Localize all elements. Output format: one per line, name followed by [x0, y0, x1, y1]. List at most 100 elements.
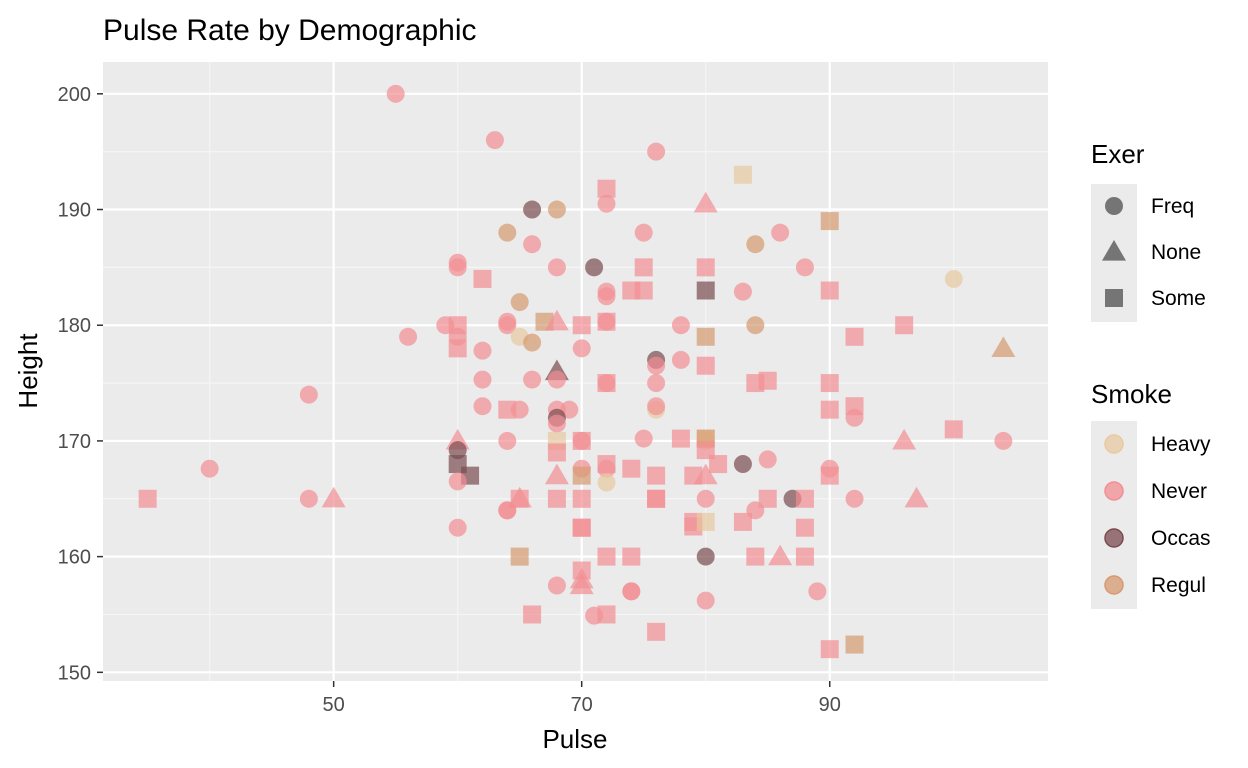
- data-point: [647, 374, 666, 393]
- legend-smoke-label: Occas: [1151, 527, 1211, 550]
- legend-smoke-label: Regul: [1151, 574, 1206, 597]
- data-point: [597, 547, 616, 566]
- data-point: [547, 489, 566, 508]
- data-point: [647, 142, 666, 161]
- legend-exer-label: None: [1151, 241, 1201, 264]
- legend-swatch-icon: [1104, 434, 1124, 454]
- legend-triangle-icon: [1102, 240, 1126, 261]
- data-point: [473, 370, 492, 389]
- legend-smoke-label: Heavy: [1151, 433, 1211, 456]
- data-point: [547, 258, 566, 277]
- data-point: [597, 194, 616, 213]
- data-point: [647, 622, 666, 641]
- data-point: [473, 397, 492, 416]
- data-point: [523, 333, 542, 352]
- data-point: [386, 84, 405, 103]
- data-point: [585, 258, 604, 277]
- legend-square-icon: [1105, 289, 1123, 307]
- data-point: [820, 400, 839, 419]
- data-point: [547, 576, 566, 595]
- data-point: [498, 223, 517, 242]
- data-points: [138, 84, 1016, 659]
- data-point: [572, 489, 591, 508]
- data-point: [991, 336, 1016, 357]
- data-point: [671, 350, 690, 369]
- data-point: [473, 341, 492, 360]
- data-point: [547, 370, 566, 389]
- y-tick-label: 170: [58, 431, 91, 453]
- data-point: [498, 400, 517, 419]
- data-point: [622, 459, 641, 478]
- data-point: [597, 179, 616, 198]
- data-point: [523, 605, 542, 624]
- data-point: [795, 489, 814, 508]
- data-point: [944, 420, 963, 439]
- data-point: [746, 235, 765, 254]
- data-point: [696, 591, 715, 610]
- data-point: [671, 316, 690, 335]
- data-point: [733, 455, 752, 474]
- data-point: [498, 316, 517, 335]
- data-point: [795, 258, 814, 277]
- data-point: [696, 356, 715, 375]
- data-point: [399, 327, 418, 346]
- data-point: [895, 316, 914, 335]
- legend-swatch-icon: [1104, 481, 1124, 501]
- x-axis-title: Pulse: [542, 724, 607, 754]
- data-point: [634, 223, 653, 242]
- data-point: [696, 441, 715, 460]
- data-point: [597, 287, 616, 306]
- data-point: [510, 489, 529, 508]
- data-point: [498, 431, 517, 450]
- data-point: [448, 472, 467, 491]
- legend-exer-title: Exer: [1091, 139, 1145, 169]
- data-point: [200, 459, 219, 478]
- data-point: [299, 385, 318, 404]
- data-point: [820, 640, 839, 659]
- data-point: [944, 269, 963, 288]
- data-point: [795, 547, 814, 566]
- data-point: [693, 191, 718, 213]
- data-point: [845, 408, 864, 427]
- data-point: [634, 258, 653, 277]
- data-point: [572, 316, 591, 335]
- y-tick-label: 160: [58, 547, 91, 569]
- legend-swatch-icon: [1104, 575, 1124, 595]
- data-point: [733, 512, 752, 531]
- data-point: [622, 547, 641, 566]
- data-point: [547, 414, 566, 433]
- data-point: [544, 309, 569, 331]
- data-point: [569, 573, 594, 595]
- data-point: [597, 459, 616, 478]
- y-tick-label: 200: [58, 84, 91, 106]
- y-axis-title: Height: [13, 333, 43, 409]
- data-point: [498, 501, 517, 520]
- data-point: [510, 547, 529, 566]
- y-tick-label: 190: [58, 200, 91, 222]
- legend-exer-label: Some: [1151, 287, 1206, 310]
- data-point: [696, 327, 715, 346]
- legend-exer: Exer Freq None Some: [1091, 139, 1206, 322]
- data-point: [795, 518, 814, 537]
- data-point: [746, 547, 765, 566]
- chart-title: Pulse Rate by Demographic: [103, 14, 477, 47]
- legend-swatch-icon: [1104, 528, 1124, 548]
- y-tick-label: 150: [58, 662, 91, 684]
- data-point: [733, 282, 752, 301]
- data-point: [693, 463, 718, 485]
- data-point: [544, 463, 569, 485]
- data-point: [510, 293, 529, 312]
- data-point: [746, 316, 765, 335]
- data-point: [696, 281, 715, 300]
- legend-circle-icon: [1105, 197, 1123, 215]
- data-point: [634, 429, 653, 448]
- data-point: [572, 466, 591, 485]
- x-tick-label: 90: [819, 694, 841, 716]
- data-point: [758, 489, 777, 508]
- data-point: [448, 258, 467, 277]
- data-point: [597, 473, 616, 492]
- data-point: [138, 489, 157, 508]
- data-point: [647, 397, 666, 416]
- data-point: [696, 258, 715, 277]
- data-point: [523, 200, 542, 219]
